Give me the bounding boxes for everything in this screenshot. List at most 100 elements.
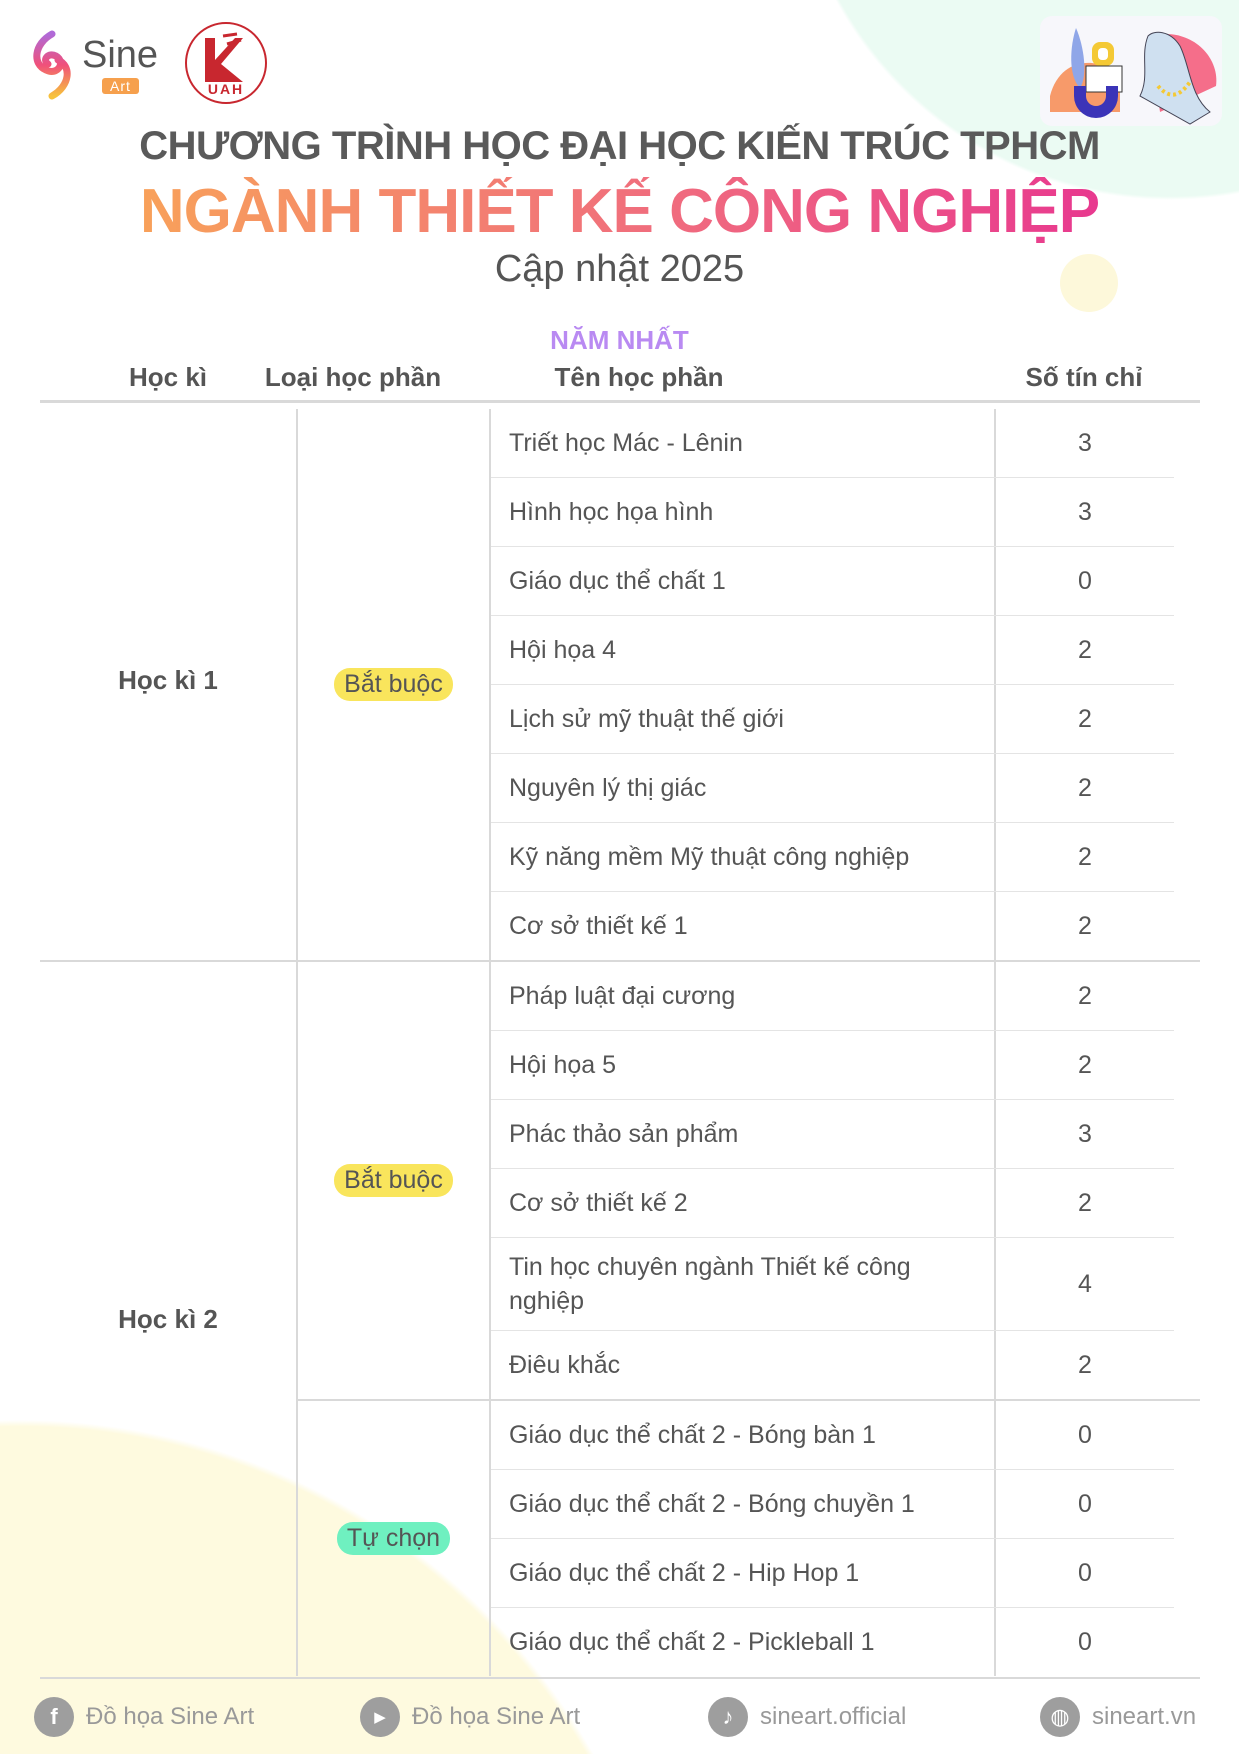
table-row: Cơ sở thiết kế 2 2 [491,1169,1174,1238]
course-credits: 2 [1078,981,1092,1010]
youtube-icon: ▶ [360,1697,400,1737]
col-semester: Học kì [128,362,208,392]
background-dot [1060,254,1118,312]
table-row: Giáo dục thể chất 1 0 [491,547,1174,616]
table-header: Học kì Loại học phần Tên học phần Số tín… [40,362,1200,403]
sine-logo-subtext: Art [102,78,139,94]
table-row: Phác thảo sản phẩm 3 [491,1100,1174,1169]
course-groups: Bắt buộc Pháp luật đại cương 2 Hội họa 5 2 Ph… [296,962,1200,1676]
course-name: Cơ sở thiết kế 2 [491,1169,996,1237]
art-illustration [1040,16,1222,126]
footer: f Đồ họa Sine Art ▶ Đồ họa Sine Art ♪ sineart… [0,1697,1239,1741]
course-name: Tin học chuyên ngành Thiết kế công nghiệ… [491,1238,996,1330]
footer-link[interactable]: ♪ sineart.official [708,1697,906,1737]
course-type-cell: Bắt buộc [298,409,491,960]
footer-link[interactable]: ◍ sineart.vn [1040,1697,1196,1737]
course-credits: 2 [1078,911,1092,940]
major-title: NGÀNH THIẾT KẾ CÔNG NGHIỆP [0,176,1239,247]
table-row: Lịch sử mỹ thuật thế giới 2 [491,685,1174,754]
table-row: Giáo dục thể chất 2 - Hip Hop 1 0 [491,1539,1174,1608]
course-name: Giáo dục thể chất 2 - Bóng bàn 1 [491,1401,996,1469]
course-name: Giáo dục thể chất 1 [491,547,996,615]
course-rows: Pháp luật đại cương 2 Hội họa 5 2 Phác thảo … [491,962,1200,1399]
elective-badge: Tự chọn [336,1522,451,1555]
table-row: Hình học họa hình 3 [491,478,1174,547]
course-rows: Triết học Mác - Lênin 3 Hình học họa hình 3… [491,409,1200,960]
required-badge: Bắt buộc [334,668,453,701]
course-type-cell: Bắt buộc [298,962,491,1399]
table-row: Giáo dục thể chất 2 - Pickleball 1 0 [491,1608,1174,1676]
course-credits: 0 [1078,1420,1092,1449]
course-name: Hình học họa hình [491,478,996,546]
page-title: CHƯƠNG TRÌNH HỌC ĐẠI HỌC KIẾN TRÚC TPHCM [139,124,1100,168]
required-badge: Bắt buộc [334,1164,453,1197]
course-type-cell: Tự chọn [298,1401,491,1676]
footer-link-label: Đồ họa Sine Art [412,1703,581,1730]
major-title-text: NGÀNH THIẾT KẾ CÔNG NGHIỆP [139,177,1100,246]
course-name: Giáo dục thể chất 2 - Hip Hop 1 [491,1539,996,1607]
table-row: Cơ sở thiết kế 1 2 [491,892,1174,960]
course-name: Giáo dục thể chất 2 - Bóng chuyền 1 [491,1470,996,1538]
update-subtitle: Cập nhật 2025 [494,248,745,290]
uah-logo-text: UAH [208,81,244,97]
semester-block: Học kì 1 Bắt buộc Triết học Mác - Lênin 3 Hì… [40,401,1200,962]
uah-logo: UAH [185,22,267,104]
course-name: Phác thảo sản phẩm [491,1100,996,1168]
course-rows: Giáo dục thể chất 2 - Bóng bàn 1 0 Giáo dụ… [491,1401,1200,1676]
course-credits: 2 [1078,635,1092,664]
table-row: Hội họa 4 2 [491,616,1174,685]
course-credits: 2 [1078,773,1092,802]
course-credits: 3 [1078,428,1092,457]
course-credits: 3 [1078,497,1092,526]
facebook-icon: f [34,1697,74,1737]
footer-link[interactable]: f Đồ họa Sine Art [34,1697,254,1737]
globe-icon: ◍ [1040,1697,1080,1737]
table-row: Pháp luật đại cương 2 [491,962,1174,1031]
footer-link-label: sineart.official [760,1703,907,1730]
table-row: Điêu khắc 2 [491,1331,1174,1399]
footer-link-label: Đồ họa Sine Art [86,1703,255,1730]
course-group: Bắt buộc Pháp luật đại cương 2 Hội họa 5 2 Ph… [298,962,1200,1401]
sine-art-logo: Sine Art [28,30,178,102]
course-credits: 3 [1078,1119,1092,1148]
course-name: Pháp luật đại cương [491,962,996,1030]
course-name: Điêu khắc [491,1331,996,1399]
course-name: Hội họa 4 [491,616,996,684]
course-credits: 4 [1078,1269,1092,1298]
year-heading: NĂM NHẤT [550,325,689,355]
course-credits: 0 [1078,1558,1092,1587]
course-group: Tự chọn Giáo dục thể chất 2 - Bóng bàn 1 0… [298,1401,1200,1676]
course-credits: 2 [1078,704,1092,733]
col-course-name: Tên học phần [554,362,724,392]
sine-spiral-icon [33,30,71,100]
tiktok-icon: ♪ [708,1697,748,1737]
course-name: Triết học Mác - Lênin [491,409,996,477]
semester-label: Học kì 2 [118,1303,218,1334]
footer-divider [40,1677,1200,1679]
table-row: Giáo dục thể chất 2 - Bóng bàn 1 0 [491,1401,1174,1470]
table-row: Kỹ năng mềm Mỹ thuật công nghiệp 2 [491,823,1174,892]
course-name: Cơ sở thiết kế 1 [491,892,996,960]
course-credits: 2 [1078,842,1092,871]
table-row: Triết học Mác - Lênin 3 [491,409,1174,478]
footer-link-label: sineart.vn [1092,1703,1197,1730]
course-credits: 2 [1078,1050,1092,1079]
semester-block: Học kì 2 Bắt buộc Pháp luật đại cương 2 Hội … [40,962,1200,1676]
course-credits: 2 [1078,1188,1092,1217]
course-group: Bắt buộc Triết học Mác - Lênin 3 Hình học h… [298,409,1200,960]
col-credits: Số tín chỉ [1025,362,1143,392]
course-credits: 2 [1078,1350,1092,1379]
course-credits: 0 [1078,1489,1092,1518]
table-row: Tin học chuyên ngành Thiết kế công nghiệ… [491,1238,1174,1331]
semester-label: Học kì 1 [118,665,218,695]
course-groups: Bắt buộc Triết học Mác - Lênin 3 Hình học h… [296,409,1200,960]
sine-logo-text: Sine [82,34,159,76]
table-row: Hội họa 5 2 [491,1031,1174,1100]
course-credits: 0 [1078,1627,1092,1656]
course-credits: 0 [1078,566,1092,595]
footer-link[interactable]: ▶ Đồ họa Sine Art [360,1697,580,1737]
course-name: Hội họa 5 [491,1031,996,1099]
col-type: Loại học phần [264,362,442,392]
table-row: Giáo dục thể chất 2 - Bóng chuyền 1 0 [491,1470,1174,1539]
